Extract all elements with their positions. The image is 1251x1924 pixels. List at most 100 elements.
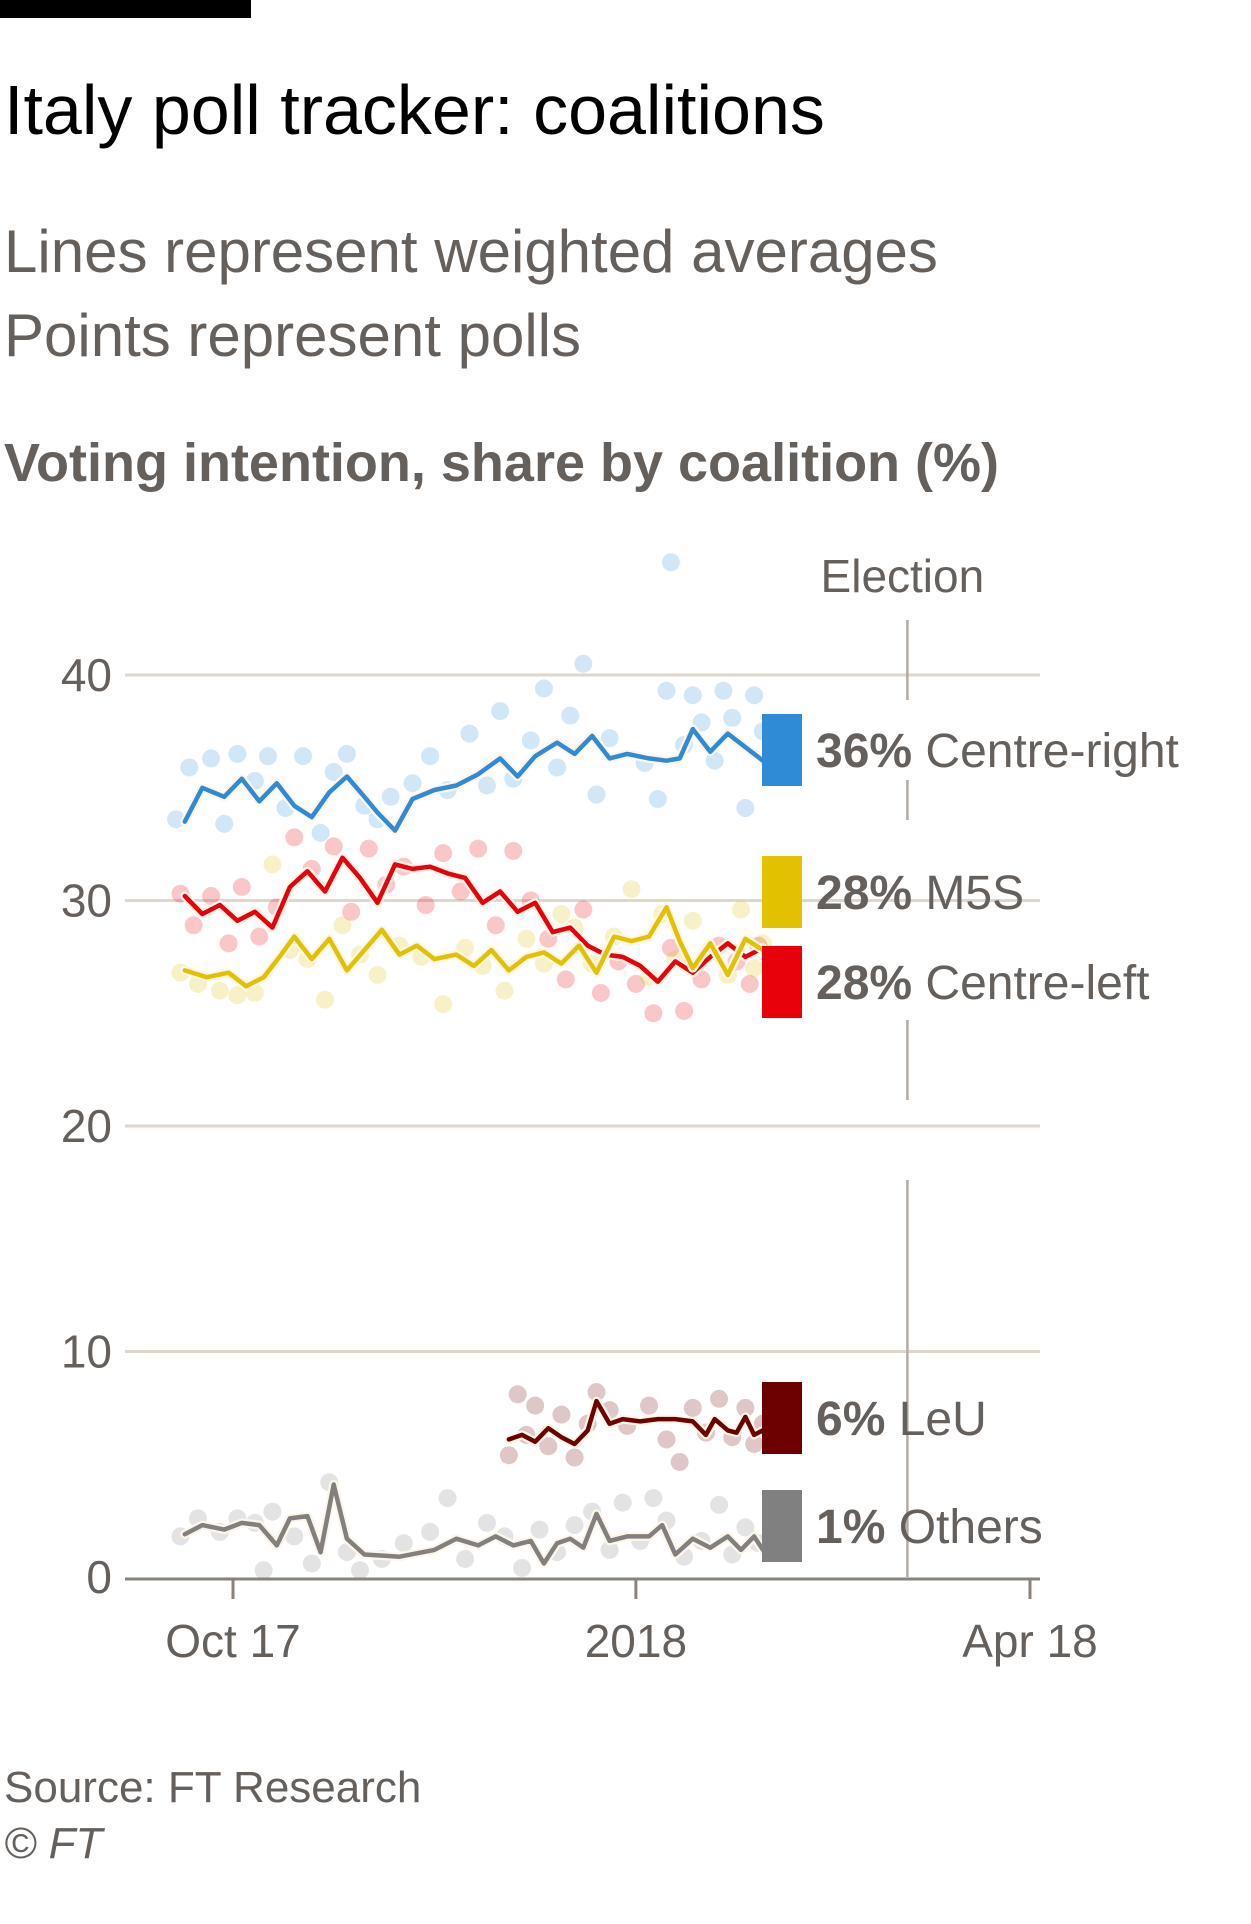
ft-top-bar	[0, 0, 251, 18]
poll-point	[670, 1452, 689, 1471]
poll-point	[324, 762, 343, 781]
legend-swatch-leu	[762, 1382, 802, 1454]
poll-point	[394, 1534, 413, 1553]
poll-point	[491, 702, 510, 721]
poll-point	[644, 1489, 663, 1508]
poll-point	[460, 724, 479, 743]
poll-point	[683, 911, 702, 930]
series-line-centre-right	[182, 726, 766, 833]
poll-point	[421, 1522, 440, 1541]
poll-point	[740, 974, 759, 993]
poll-point	[285, 1527, 304, 1546]
poll-point	[657, 681, 676, 700]
legend-swatch-centre-left	[762, 946, 802, 1018]
poll-point	[530, 1520, 549, 1539]
poll-point	[692, 970, 711, 989]
poll-point	[723, 708, 742, 727]
poll-point	[692, 713, 711, 732]
poll-point	[574, 900, 593, 919]
legend-swatch-others	[762, 1490, 802, 1562]
legend-series-name: Others	[885, 1501, 1042, 1554]
x-tick-label: Apr 18	[962, 1615, 1098, 1667]
poll-point	[477, 1513, 496, 1532]
poll-point	[574, 654, 593, 673]
poll-point	[675, 1001, 694, 1020]
poll-point	[337, 744, 356, 763]
poll-point	[710, 1389, 729, 1408]
poll-point	[552, 1405, 571, 1424]
poll-point	[556, 970, 575, 989]
legend-series-name: Centre-right	[912, 725, 1179, 778]
poll-point	[232, 877, 251, 896]
poll-point	[215, 814, 234, 833]
poll-point	[539, 1437, 558, 1456]
footer: Source: FT Research © FT	[4, 1760, 421, 1872]
poll-point	[591, 983, 610, 1002]
poll-point	[469, 839, 488, 858]
y-tick-label: 30	[61, 875, 112, 927]
poll-point	[263, 1502, 282, 1521]
legend-pct: 28%	[816, 867, 912, 920]
poll-point	[504, 841, 523, 860]
poll-point	[259, 747, 278, 766]
poll-point	[324, 837, 343, 856]
poll-point	[180, 758, 199, 777]
poll-point	[486, 916, 505, 935]
poll-point	[600, 1540, 619, 1559]
legend-pct: 28%	[816, 957, 912, 1010]
poll-point	[250, 927, 269, 946]
poll-point	[736, 1518, 755, 1537]
source-note: Source: FT Research	[4, 1763, 422, 1812]
poll-point	[333, 916, 352, 935]
poll-point	[202, 886, 221, 905]
poll-point	[184, 916, 203, 935]
poll-point	[626, 974, 645, 993]
poll-point	[416, 896, 435, 915]
poll-dots-others	[171, 1473, 768, 1580]
poll-point	[683, 1398, 702, 1417]
poll-point	[683, 686, 702, 705]
series-line-m5s	[182, 905, 766, 989]
subtitle-line-2: Points represent polls	[4, 302, 581, 369]
poll-point	[548, 758, 567, 777]
poll-point	[731, 900, 750, 919]
gridlines	[125, 673, 1040, 1353]
poll-point	[368, 965, 387, 984]
legend-label-leu: 6% LeU	[816, 1393, 987, 1446]
poll-point	[745, 686, 764, 705]
poll-point	[456, 1549, 475, 1568]
y-tick-label: 10	[61, 1326, 112, 1378]
poll-point	[254, 1561, 273, 1580]
y-tick-label: 0	[86, 1551, 112, 1603]
poll-point	[517, 929, 536, 948]
poll-point	[710, 1495, 729, 1514]
poll-point	[622, 880, 641, 899]
poll-point	[451, 882, 470, 901]
poll-point	[661, 553, 680, 572]
subtitle: Lines represent weighted averages Points…	[4, 210, 938, 378]
poll-point	[495, 981, 514, 1000]
poll-point	[499, 1446, 518, 1465]
poll-point	[534, 679, 553, 698]
legend-pct: 1%	[816, 1501, 885, 1554]
poll-point	[714, 681, 733, 700]
y-tick-label: 20	[61, 1100, 112, 1152]
poll-point	[302, 1554, 321, 1573]
poll-point	[381, 787, 400, 806]
legend-series-name: Centre-left	[912, 957, 1149, 1010]
poll-point	[552, 905, 571, 924]
legend-label-m5s: 28% M5S	[816, 867, 1024, 920]
poll-point	[661, 938, 680, 957]
poll-point	[745, 959, 764, 978]
poll-point	[438, 1489, 457, 1508]
poll-point	[587, 785, 606, 804]
poll-point	[350, 1561, 369, 1580]
poll-dots-centre-left	[171, 828, 768, 1023]
poll-point	[565, 1516, 584, 1535]
poll-point	[434, 995, 453, 1014]
poll-point	[736, 1398, 755, 1417]
poll-point	[526, 1396, 545, 1415]
legend-label-centre-left: 28% Centre-left	[816, 957, 1150, 1010]
poll-point	[202, 749, 221, 768]
poll-point	[285, 828, 304, 847]
